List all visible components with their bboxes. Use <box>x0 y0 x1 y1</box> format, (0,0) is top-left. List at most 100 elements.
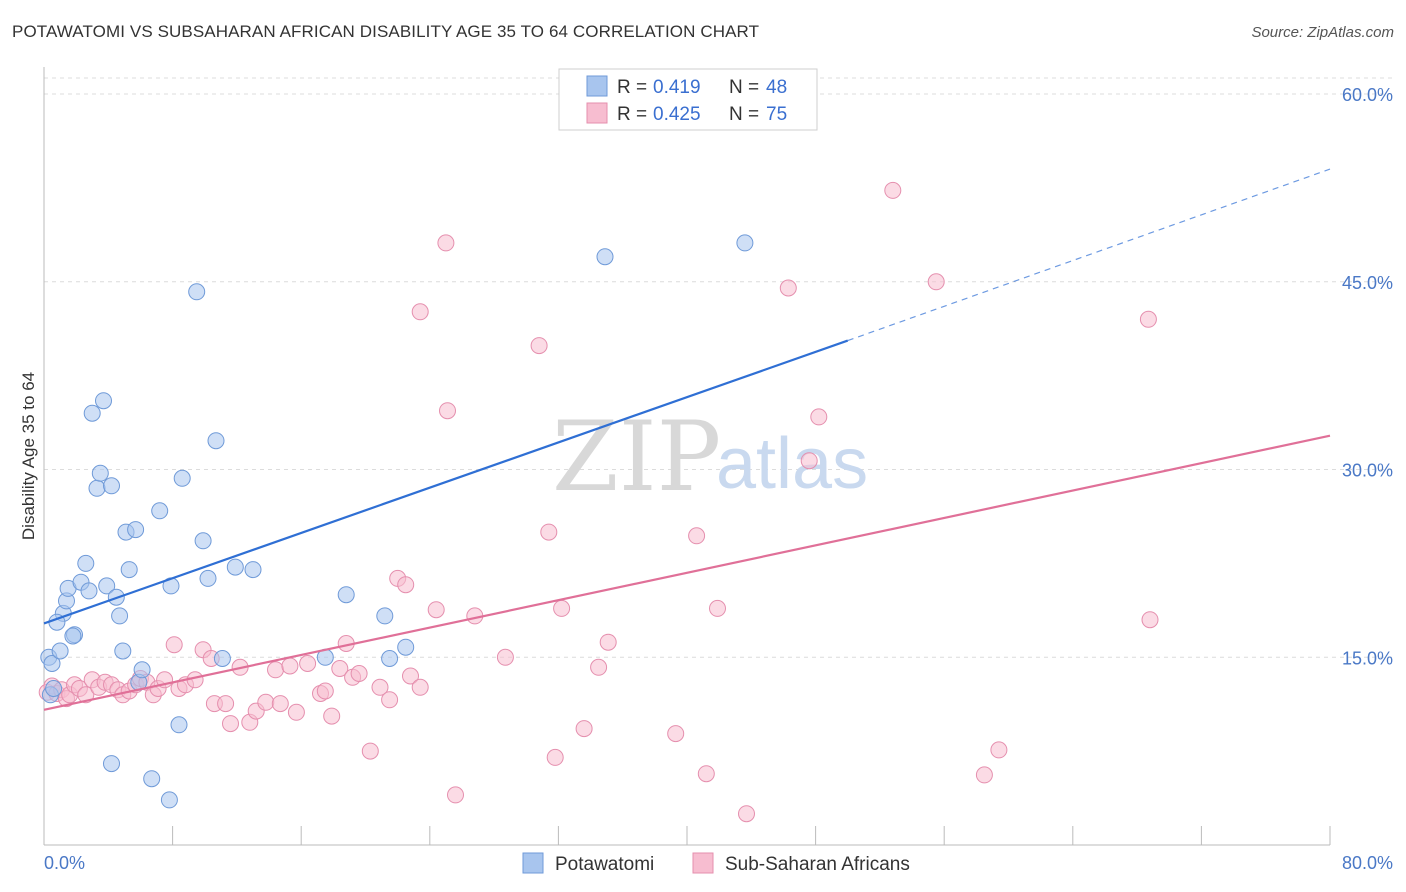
point-subsaharan <box>975 766 993 784</box>
point-subsaharan <box>884 181 902 199</box>
point-subsaharan <box>709 599 726 617</box>
point-subsaharan <box>397 576 415 594</box>
point-potawatomi <box>213 650 231 667</box>
legend-r-value-subsaharan: 0.425 <box>653 104 701 125</box>
point-subsaharan <box>800 452 818 470</box>
point-potawatomi <box>111 607 129 625</box>
point-subsaharan <box>271 695 289 713</box>
point-subsaharan <box>281 657 299 675</box>
point-subsaharan <box>810 408 828 426</box>
y-tick-label-2: 45.0% <box>1342 273 1393 293</box>
point-subsaharan <box>323 707 341 725</box>
point-subsaharan <box>439 402 456 420</box>
series-potawatomi-points <box>40 234 754 809</box>
point-subsaharan <box>411 303 429 321</box>
point-subsaharan <box>697 765 715 783</box>
series-legend-label-potawatomi: Potawatomi <box>555 854 654 875</box>
point-subsaharan <box>546 748 564 766</box>
point-potawatomi <box>337 586 355 604</box>
legend-n-value-potawatomi: 48 <box>766 77 787 98</box>
point-subsaharan <box>287 703 305 721</box>
point-potawatomi <box>103 477 120 495</box>
y-tick-label-3: 60.0% <box>1342 85 1393 105</box>
series-legend-swatch-subsaharan <box>692 852 714 874</box>
point-potawatomi <box>143 770 161 788</box>
point-potawatomi <box>43 655 61 672</box>
point-subsaharan <box>927 273 945 291</box>
point-subsaharan <box>540 523 558 541</box>
trend-line-potawatomi <box>43 339 849 625</box>
point-potawatomi <box>98 577 116 595</box>
point-potawatomi <box>381 650 399 667</box>
point-subsaharan <box>575 720 593 738</box>
point-subsaharan <box>447 786 464 804</box>
point-potawatomi <box>103 755 120 773</box>
chart-source: Source: ZipAtlas.com <box>1251 24 1394 41</box>
point-subsaharan <box>779 279 797 297</box>
point-subsaharan <box>1139 310 1157 328</box>
point-potawatomi <box>736 234 754 252</box>
point-potawatomi <box>64 627 82 645</box>
point-subsaharan <box>361 742 379 760</box>
legend-r-value-potawatomi: 0.419 <box>653 77 701 98</box>
point-subsaharan <box>437 234 455 252</box>
point-subsaharan <box>299 655 317 672</box>
trend-line-extension-potawatomi <box>847 168 1331 342</box>
point-subsaharan <box>316 682 334 700</box>
point-potawatomi <box>80 582 98 600</box>
stats-legend: R = 0.419 N = 48 R = 0.425 N = 75 <box>558 68 818 131</box>
point-potawatomi <box>120 561 138 579</box>
legend-n-value-subsaharan: 75 <box>766 104 787 125</box>
y-tick-label-0: 15.0% <box>1342 648 1393 668</box>
point-subsaharan <box>402 667 419 685</box>
point-subsaharan <box>371 678 389 696</box>
point-potawatomi <box>596 248 614 266</box>
point-potawatomi <box>376 607 394 625</box>
point-potawatomi <box>51 642 69 660</box>
point-potawatomi <box>160 791 178 809</box>
point-potawatomi <box>45 680 63 697</box>
watermark-zip: ZIP <box>552 401 721 513</box>
series-legend: Potawatomi Sub-Saharan Africans <box>522 852 910 875</box>
watermark-atlas: atlas <box>716 424 868 504</box>
point-potawatomi <box>207 432 225 450</box>
legend-swatch-potawatomi <box>586 75 608 97</box>
point-potawatomi <box>91 464 109 482</box>
x-tick-label-min: 0.0% <box>44 853 85 873</box>
point-potawatomi <box>83 404 101 422</box>
y-tick-label-1: 30.0% <box>1342 461 1393 481</box>
point-subsaharan <box>738 805 755 823</box>
point-potawatomi <box>244 561 262 579</box>
trend-line-subsaharan <box>43 434 1331 711</box>
legend-swatch-subsaharan <box>586 102 608 124</box>
point-subsaharan <box>217 695 235 713</box>
x-tick-labels: 0.0% 80.0% <box>44 853 1393 873</box>
point-potawatomi <box>173 469 191 487</box>
y-axis-label: Disability Age 35 to 64 <box>19 372 38 540</box>
point-subsaharan <box>165 636 183 654</box>
series-legend-swatch-potawatomi <box>522 852 544 874</box>
point-potawatomi <box>226 558 244 576</box>
point-potawatomi <box>170 716 188 734</box>
point-potawatomi <box>88 479 106 497</box>
point-subsaharan <box>599 633 617 651</box>
point-potawatomi <box>188 283 206 301</box>
point-subsaharan <box>267 661 284 679</box>
y-tick-labels: 15.0% 30.0% 45.0% 60.0% <box>1342 85 1393 668</box>
legend-n-label-subsaharan: N = <box>729 104 759 125</box>
axes <box>43 67 1331 846</box>
point-subsaharan <box>530 337 548 355</box>
point-subsaharan <box>350 665 368 682</box>
point-subsaharan <box>553 599 571 617</box>
point-potawatomi <box>397 638 415 656</box>
point-subsaharan <box>411 678 429 696</box>
point-subsaharan <box>381 691 399 709</box>
point-subsaharan <box>990 741 1008 759</box>
point-potawatomi <box>151 502 169 520</box>
point-potawatomi <box>133 661 151 679</box>
point-subsaharan <box>590 658 608 676</box>
point-potawatomi <box>194 532 212 550</box>
series-legend-label-subsaharan: Sub-Saharan Africans <box>725 854 910 875</box>
x-tick-label-max: 80.0% <box>1342 853 1393 873</box>
